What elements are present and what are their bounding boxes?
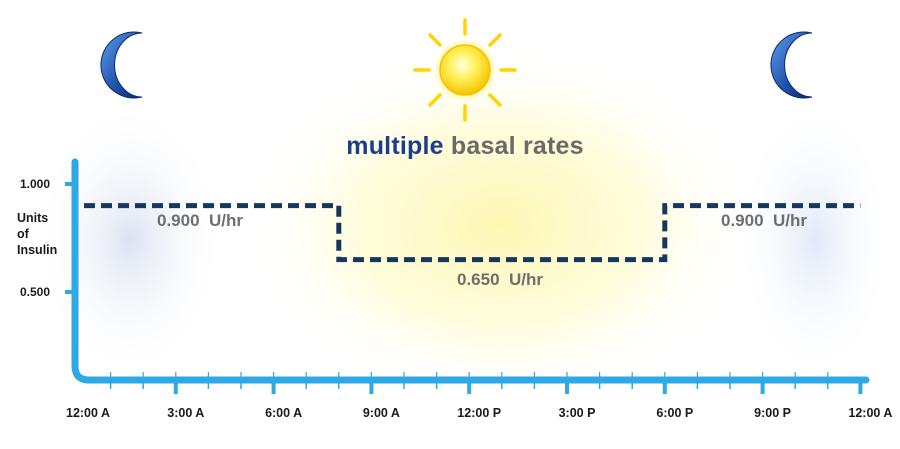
- chart-title-accent: multiple: [346, 132, 444, 160]
- x-tick-label: 3:00 A: [167, 406, 205, 420]
- chart-axes: [71, 158, 870, 384]
- y-axis-title: Units of Insulin: [17, 208, 67, 260]
- rate-annotation: 0.900 U/hr: [721, 211, 807, 230]
- y-tick-label: 1.000: [20, 177, 51, 191]
- rate-annotation: 0.900 U/hr: [157, 211, 243, 230]
- x-tick-label: 12:00 P: [457, 406, 502, 420]
- sun-icon: [413, 18, 517, 122]
- axis-ticks: [65, 182, 863, 394]
- y-axis-title-line: Insulin: [17, 243, 58, 257]
- crescent-moon-icon: [100, 31, 143, 99]
- x-tick-label: 6:00 A: [265, 406, 303, 420]
- chart-title-rest: basal rates: [450, 132, 584, 160]
- basal-rate-line: [84, 203, 861, 263]
- axis-line: [71, 158, 870, 384]
- x-tick-label: 9:00 P: [754, 406, 792, 420]
- x-tick-label: 3:00 P: [558, 406, 596, 420]
- day-glow: [240, 45, 760, 405]
- night-glow-left: [35, 100, 225, 380]
- x-tick-label: 9:00 A: [362, 406, 400, 420]
- crescent-moon-icon: [770, 31, 813, 99]
- y-tick-label: 0.500: [20, 285, 51, 299]
- y-axis-title-line: Units: [17, 211, 49, 225]
- x-tick-label: 12:00 A: [65, 406, 111, 420]
- chart-title: multiple basal rates: [0, 132, 900, 161]
- x-tick-label: 6:00 P: [656, 406, 694, 420]
- night-glow-right: [735, 100, 895, 380]
- basal-rate-series: [84, 203, 861, 263]
- rate-annotation: 0.650 U/hr: [457, 270, 543, 289]
- y-axis-title-line: of: [17, 227, 29, 241]
- x-tick-label: 12:00 A: [848, 406, 893, 420]
